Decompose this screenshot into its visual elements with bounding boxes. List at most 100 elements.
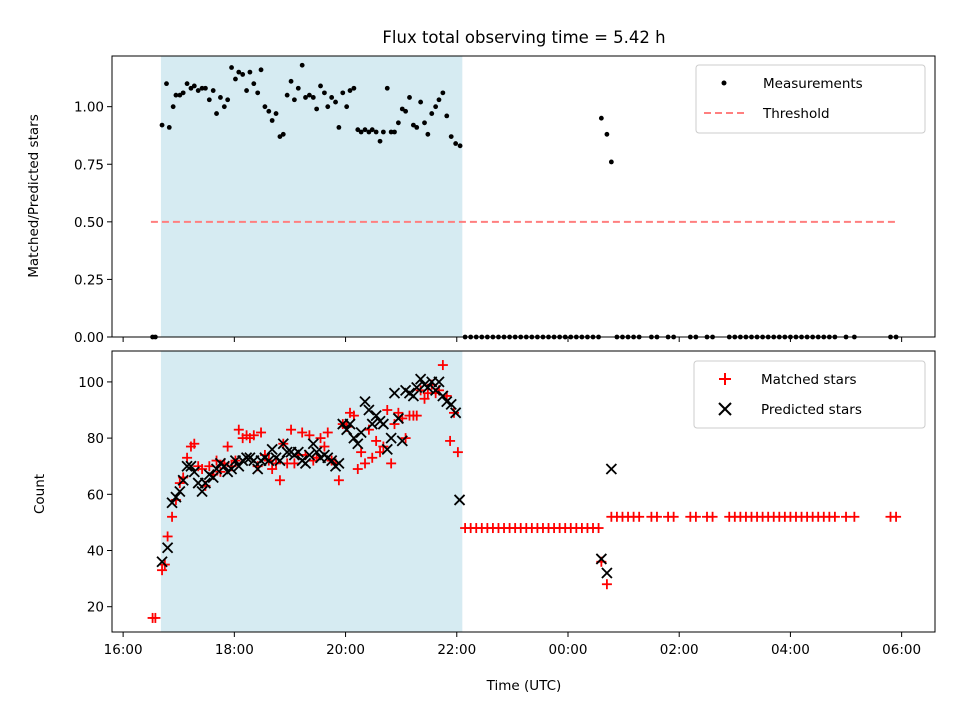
measurement-point <box>322 90 327 96</box>
predicted-star-point <box>430 384 442 396</box>
measurement-point <box>225 97 231 103</box>
predicted-star-point <box>381 443 393 455</box>
matched-star-point <box>233 424 244 435</box>
matched-star-point <box>274 475 285 486</box>
matched-star-point <box>389 419 400 430</box>
measurement-point <box>333 99 338 105</box>
measurement-point <box>307 92 312 98</box>
predicted-star-point <box>411 381 423 394</box>
predicted-star-point <box>445 398 457 411</box>
measurement-point <box>358 129 364 135</box>
measurement-point <box>180 90 186 96</box>
measurement-point <box>258 67 264 73</box>
matched-star-point <box>841 511 852 522</box>
y-tick-label: 60 <box>87 487 104 503</box>
predicted-star-point <box>161 542 174 554</box>
measurement-point <box>422 120 427 126</box>
predicted-star-point <box>601 567 613 579</box>
predicted-star-point <box>359 395 371 408</box>
x-tick-label: 16:00 <box>104 642 143 658</box>
bottom-y-axis: 20 40 60 80 100 <box>78 375 112 616</box>
measurement-point <box>340 90 346 96</box>
x-tick-label: 00:00 <box>549 642 588 658</box>
measurement-point <box>247 69 253 75</box>
matched-star-point <box>651 511 662 522</box>
legend-marker-measurements <box>721 80 727 86</box>
predicted-star-point <box>210 463 223 475</box>
predicted-star-point <box>166 497 178 509</box>
predicted-star-point <box>388 387 401 399</box>
measurement-point <box>410 122 416 128</box>
measurement-point <box>414 125 420 130</box>
predicted-star-point <box>595 553 607 565</box>
matched-star-point <box>445 435 456 446</box>
matched-star-point <box>319 441 330 452</box>
predicted-star-point <box>352 438 364 450</box>
measurement-point <box>351 85 357 91</box>
matched-star-point <box>322 427 333 438</box>
top-legend-box <box>695 64 926 134</box>
predicted-star-point <box>281 446 293 458</box>
measurement-point <box>244 88 249 93</box>
predicted-star-point <box>433 376 445 388</box>
measurement-point <box>177 92 183 98</box>
matched-star-point <box>891 511 902 522</box>
matched-star-point <box>634 511 645 522</box>
matched-star-point <box>356 447 367 458</box>
predicted-star-point <box>407 390 420 402</box>
predicted-star-point <box>181 460 193 472</box>
measurement-point <box>262 104 268 110</box>
measurement-point <box>457 143 463 149</box>
measurement-point <box>384 85 390 91</box>
predicted-star-point <box>377 418 390 430</box>
measurement-point <box>440 90 446 96</box>
y-tick-label: 0.00 <box>74 330 104 346</box>
matched-star-point <box>707 511 718 522</box>
predicted-star-point <box>450 407 462 419</box>
bottom-axes-frame <box>111 350 936 633</box>
y-tick-label: 40 <box>87 544 104 560</box>
legend-marker-matched-stars <box>719 373 731 385</box>
measurement-point <box>604 131 610 137</box>
predicted-star-point <box>392 412 405 425</box>
matched-star-point <box>829 511 840 522</box>
y-tick-label: 0.50 <box>74 215 104 231</box>
top-shaded-interval <box>160 56 463 337</box>
measurement-point <box>303 95 308 100</box>
predicted-star-point <box>292 446 304 458</box>
measurement-point <box>299 62 305 68</box>
predicted-star-point <box>185 460 197 472</box>
predicted-star-point <box>326 454 338 467</box>
measurement-point <box>369 127 375 133</box>
matched-star-point <box>452 447 463 458</box>
measurement-point <box>229 65 234 70</box>
measurement-point <box>344 104 350 110</box>
y-tick-label: 0.25 <box>74 272 104 288</box>
measurement-point <box>188 85 194 91</box>
measurement-point <box>403 108 409 114</box>
measurement-point <box>284 92 290 98</box>
matched-star-point <box>668 511 679 522</box>
matched-star-point <box>411 410 422 421</box>
predicted-star-point <box>188 466 200 478</box>
measurement-point <box>366 129 372 135</box>
top-legend: Measurements Threshold <box>695 64 926 134</box>
measurement-point <box>295 85 301 91</box>
measurement-point <box>377 138 383 144</box>
measurement-point <box>347 88 353 93</box>
measurement-point <box>355 127 361 133</box>
measurement-point <box>399 106 405 112</box>
measurement-point <box>388 129 394 135</box>
measurement-point <box>203 85 208 91</box>
predicted-star-point <box>355 426 367 439</box>
matched-star-point <box>382 405 393 416</box>
measurement-point <box>269 118 275 123</box>
legend-label-threshold: Threshold <box>762 106 830 122</box>
measurement-point <box>336 125 342 130</box>
chart-title: Flux total observing time = 5.42 h <box>382 28 665 47</box>
measurement-point <box>170 104 176 110</box>
measurement-point <box>195 88 201 93</box>
predicted-star-point <box>240 452 253 464</box>
bottom-data-points <box>147 360 902 623</box>
matched-star-point <box>352 464 363 475</box>
